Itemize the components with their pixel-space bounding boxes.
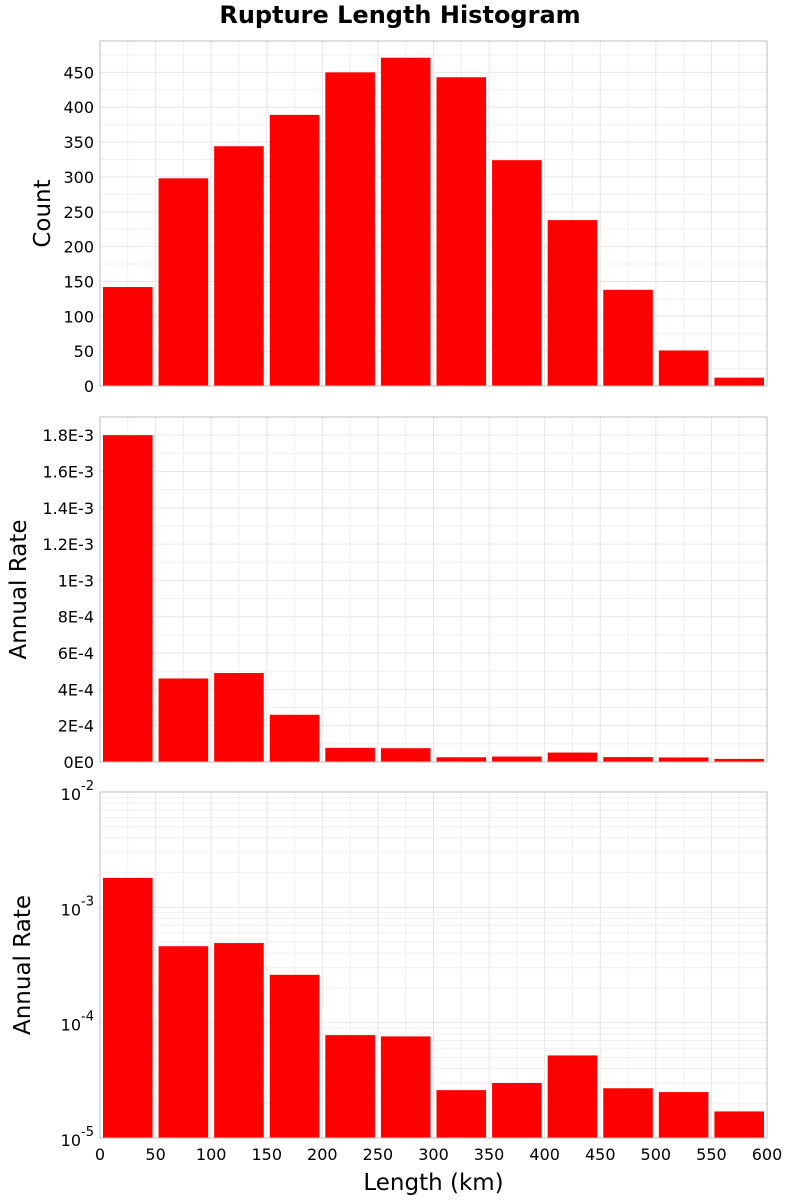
x-axis-label: Length (km) (363, 1170, 503, 1196)
histogram-bar (158, 946, 209, 1138)
x-tick-label: 200 (307, 1145, 338, 1164)
histogram-bar (103, 287, 153, 386)
histogram-bar (547, 752, 598, 762)
y-axis-label: Count (30, 179, 56, 247)
y-tick-label: 2E-4 (58, 717, 94, 736)
histogram-bar (658, 350, 709, 386)
y-tick-label: 1.8E-3 (42, 426, 94, 445)
y-tick-label: 1.6E-3 (42, 462, 94, 481)
y-tick-label: 10-5 (61, 1125, 94, 1150)
x-tick-label: 500 (641, 1145, 672, 1164)
histogram-bar (325, 747, 375, 762)
y-tick-label: 300 (63, 168, 94, 187)
y-tick-label: 1E-3 (58, 571, 94, 590)
histogram-bar (325, 72, 375, 386)
histogram-bar (603, 289, 653, 386)
histogram-bar (603, 1088, 653, 1138)
x-tick-label: 100 (196, 1145, 227, 1164)
y-tick-label: 1.2E-3 (42, 535, 94, 554)
x-tick-label: 400 (529, 1145, 560, 1164)
histogram-bar (658, 1092, 709, 1138)
histogram-bar (436, 77, 487, 386)
histogram-bar (380, 748, 431, 762)
y-axis-label: Annual Rate (10, 895, 36, 1035)
histogram-bar (380, 57, 431, 387)
x-tick-label: 600 (752, 1145, 783, 1164)
y-tick-label: 1.4E-3 (42, 499, 94, 518)
histogram-bar (158, 178, 209, 386)
histogram-bar (436, 757, 487, 762)
histogram-bar (269, 114, 320, 386)
histogram-bar (492, 756, 542, 762)
y-tick-label: 350 (63, 133, 94, 152)
y-tick-label: 6E-4 (58, 644, 94, 663)
x-tick-label: 150 (251, 1145, 282, 1164)
y-tick-label: 4E-4 (58, 680, 94, 699)
plot-frame (99, 40, 768, 387)
x-tick-label: 0 (95, 1145, 105, 1164)
plot-frame (99, 416, 768, 763)
plot-panel-3: 10-5 10-4 10-3 10-2 Annual Rate 0 50 100 150 200 2… (10, 779, 782, 1196)
x-tick-label: 550 (696, 1145, 727, 1164)
plot-panel-1: 0 50 100 150 200 250 300 350 400 450 Count (30, 40, 768, 396)
histogram-bar (658, 757, 709, 762)
y-tick-label: 0E0 (64, 753, 94, 772)
histogram-bar (603, 757, 653, 762)
histogram-bar (492, 160, 542, 386)
y-tick-label: 50 (74, 342, 94, 361)
histogram-bar (214, 673, 264, 762)
x-tick-label: 350 (474, 1145, 505, 1164)
y-axis-label: Annual Rate (6, 520, 32, 660)
x-tick-label: 50 (145, 1145, 165, 1164)
x-tick-label: 250 (363, 1145, 394, 1164)
histogram-bar (714, 758, 764, 762)
y-tick-label: 10-2 (61, 779, 94, 804)
plot-panel-2: 0E0 2E-4 4E-4 6E-4 8E-4 1E-3 1.2E-3 1.4E-3 1.6E-… (6, 416, 768, 772)
histogram-bar (103, 435, 153, 762)
y-tick-label: 150 (63, 272, 94, 291)
y-tick-label: 100 (63, 307, 94, 326)
histogram-bar (714, 377, 764, 386)
histogram-bar (269, 974, 320, 1138)
y-tick-label: 0 (84, 377, 94, 396)
y-tick-label: 8E-4 (58, 608, 94, 627)
y-tick-label: 200 (63, 238, 94, 257)
histogram-bar (103, 877, 153, 1138)
histogram-bar (714, 1111, 764, 1138)
histogram-bar (269, 714, 320, 762)
histogram-bar (436, 1090, 487, 1138)
histogram-bar (547, 1055, 598, 1138)
histogram-bar (214, 146, 264, 386)
chart-title: Rupture Length Histogram (219, 1, 580, 29)
y-tick-label: 450 (63, 63, 94, 82)
y-tick-label: 10-4 (61, 1010, 94, 1035)
histogram-bar (547, 220, 598, 386)
x-tick-label: 450 (585, 1145, 616, 1164)
histogram-bar (325, 1035, 375, 1138)
plot-frame (99, 791, 768, 1139)
histogram-bar (214, 943, 264, 1138)
histogram-bar (492, 1082, 542, 1138)
y-tick-label: 250 (63, 203, 94, 222)
histogram-bar (380, 1036, 431, 1138)
histogram-bar (158, 678, 209, 762)
x-tick-label: 300 (418, 1145, 449, 1164)
y-tick-label: 10-3 (61, 894, 94, 919)
y-tick-label: 400 (63, 98, 94, 117)
